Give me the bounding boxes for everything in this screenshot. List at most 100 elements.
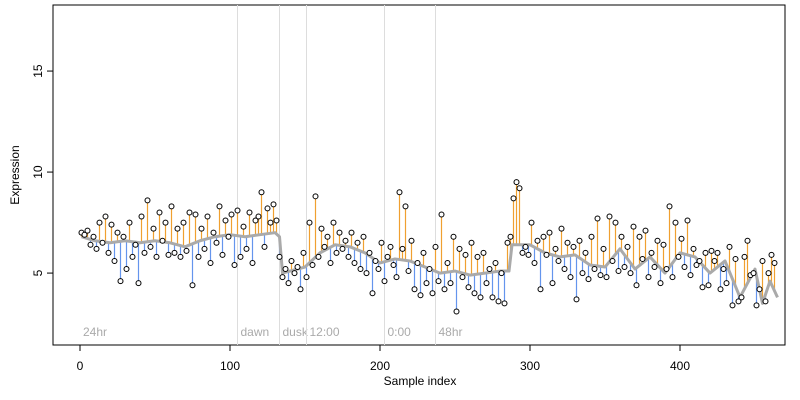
point [414,259,421,266]
point [432,243,439,250]
point [237,253,244,260]
point [564,239,571,246]
point [234,207,241,214]
point [399,245,406,252]
x-tick-label: 400 [670,359,690,373]
point [135,280,142,287]
point [315,253,322,260]
point [576,237,583,244]
point [144,197,151,204]
point [210,229,217,236]
point [228,211,235,218]
annotation-label: 12:00 [310,325,340,339]
point [597,272,604,279]
point [105,249,112,256]
point [531,259,538,266]
x-tick-label: 0 [77,359,84,373]
point [90,233,97,240]
point [318,225,325,232]
point [261,243,268,250]
point [615,268,622,275]
point [417,292,424,299]
point [666,203,673,210]
point [696,257,703,264]
point [516,185,523,192]
point [429,290,436,297]
point [606,213,613,220]
point [663,266,670,273]
point [585,276,592,283]
point [603,274,610,281]
point [147,243,154,250]
point [108,221,115,228]
point [126,219,133,226]
point [498,270,505,277]
point [750,270,757,277]
point [87,241,94,248]
point [522,243,529,250]
annotation-label: 0:00 [388,325,412,339]
point [300,249,307,256]
point [84,227,91,234]
point [96,219,103,226]
point [402,203,409,210]
point [453,308,460,315]
point [273,217,280,224]
point [729,302,736,309]
point [330,219,337,226]
point [225,233,232,240]
point [462,251,469,258]
point [765,270,772,277]
point [246,209,253,216]
y-tick-label: 5 [31,269,45,276]
point [360,233,367,240]
point [633,282,640,289]
point [252,217,259,224]
point [684,217,691,224]
point [438,211,445,218]
point [699,284,706,291]
point [705,282,712,289]
point [102,213,109,220]
point [267,219,274,226]
point [219,251,226,258]
point [177,253,184,260]
point [738,294,745,301]
point [390,262,397,268]
point [486,266,493,273]
x-tick-label: 300 [520,359,540,373]
point [651,264,658,271]
point [93,245,100,252]
point [654,237,661,244]
point [279,274,286,281]
point [552,245,559,252]
point [720,266,727,273]
point [180,219,187,226]
point [504,239,511,246]
point [327,259,334,266]
point [771,259,778,266]
point [546,229,553,236]
point [693,262,700,268]
point [372,257,379,264]
point [231,262,238,268]
annotation-label: 24hr [83,325,107,339]
annotation-label: 48hr [439,325,463,339]
point [762,298,769,305]
point [753,302,760,309]
point [387,243,394,250]
point [258,189,265,196]
point [537,286,544,293]
point [570,243,577,250]
point [483,280,490,287]
point [723,280,730,287]
y-axis-label: Expression [8,145,22,204]
point [423,280,430,287]
point [495,298,502,305]
point [675,253,682,260]
point [618,233,625,240]
point [579,270,586,277]
point [534,237,541,244]
point [192,211,199,218]
point [291,270,298,277]
